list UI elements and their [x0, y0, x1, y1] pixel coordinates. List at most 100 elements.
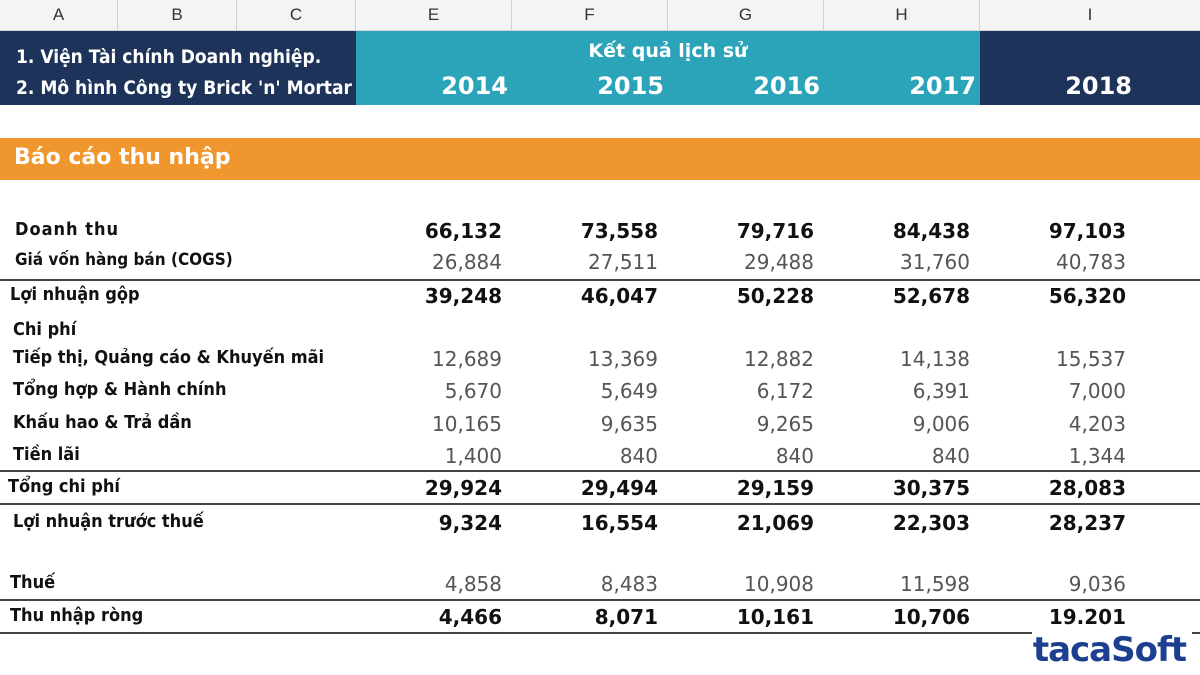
row-revenue: Doanh thu 66,132 73,558 79,716 84,438 97…: [0, 214, 1200, 246]
cell-value[interactable]: 19.201: [1048, 605, 1126, 629]
row-admin: Tổng hợp & Hành chính 5,670 5,649 6,172 …: [0, 374, 1200, 406]
row-label: Thu nhập ròng: [10, 605, 144, 626]
row-label: Tổng chi phí: [8, 476, 120, 497]
banner-2018: [980, 31, 1200, 105]
row-divider: [0, 632, 1200, 634]
row-label: Tiền lãi: [13, 444, 80, 465]
cell-value[interactable]: 30,375: [892, 476, 970, 500]
cell-value[interactable]: 79,716: [736, 219, 814, 243]
cell-value[interactable]: 9,036: [1068, 572, 1126, 596]
row-label: Lợi nhuận trước thuế: [13, 511, 204, 532]
cell-value[interactable]: 4,203: [1068, 412, 1126, 436]
row-divider: [0, 503, 1200, 505]
cell-value[interactable]: 5,649: [600, 379, 658, 403]
cell-value[interactable]: 6,172: [756, 379, 814, 403]
cell-value[interactable]: 40,783: [1056, 250, 1126, 274]
cell-value[interactable]: 4,466: [438, 605, 502, 629]
column-header-i[interactable]: I: [1087, 5, 1093, 24]
cell-value[interactable]: 29,488: [744, 250, 814, 274]
column-header-b[interactable]: B: [118, 0, 237, 30]
row-label: Tổng hợp & Hành chính: [13, 379, 227, 400]
cell-value[interactable]: 840: [931, 444, 970, 468]
row-depreciation: Khấu hao & Trả dần 10,165 9,635 9,265 9,…: [0, 407, 1200, 439]
cell-value[interactable]: 29,494: [580, 476, 658, 500]
cell-value[interactable]: 84,438: [892, 219, 970, 243]
row-cogs: Giá vốn hàng bán (COGS) 26,884 27,511 29…: [0, 245, 1200, 277]
section-title-bar: Báo cáo thu nhập: [0, 138, 1200, 180]
year-2014: 2014: [441, 72, 508, 100]
row-total-expenses: Tổng chi phí 29,924 29,494 29,159 30,375…: [0, 471, 1200, 503]
cell-value[interactable]: 5,670: [444, 379, 502, 403]
cell-value[interactable]: 27,511: [588, 250, 658, 274]
cell-value[interactable]: 29,924: [424, 476, 502, 500]
cell-value[interactable]: 13,369: [588, 347, 658, 371]
cell-value[interactable]: 16,554: [580, 511, 658, 535]
year-2016: 2016: [753, 72, 820, 100]
cell-value[interactable]: 8,071: [594, 605, 658, 629]
column-header-h[interactable]: H: [824, 0, 980, 30]
cell-value[interactable]: 11,598: [900, 572, 970, 596]
year-2018: 2018: [1065, 72, 1132, 100]
cell-value[interactable]: 26,884: [432, 250, 502, 274]
row-tax: Thuế 4,858 8,483 10,908 11,598 9,036: [0, 567, 1200, 599]
column-header-f[interactable]: F: [512, 0, 668, 30]
cell-value[interactable]: 10,161: [736, 605, 814, 629]
row-expenses-header: Chi phí: [0, 314, 1200, 346]
cell-value[interactable]: 39,248: [424, 284, 502, 308]
column-header-g[interactable]: G: [668, 0, 824, 30]
cell-value[interactable]: 840: [619, 444, 658, 468]
column-header-bar: A B C E F G H I: [0, 0, 1200, 31]
cell-value[interactable]: 21,069: [736, 511, 814, 535]
column-header-c[interactable]: C: [237, 0, 356, 30]
year-2015: 2015: [597, 72, 664, 100]
cell-value[interactable]: 8,483: [600, 572, 658, 596]
cell-value[interactable]: 97,103: [1048, 219, 1126, 243]
cell-value[interactable]: 66,132: [424, 219, 502, 243]
logo-text: tacaSoft: [1032, 630, 1187, 670]
cell-value[interactable]: 6,391: [912, 379, 970, 403]
historical-results-label: Kết quả lịch sử: [588, 40, 748, 62]
cell-value[interactable]: 4,858: [444, 572, 502, 596]
row-net-income: Thu nhập ròng 4,466 8,071 10,161 10,706 …: [0, 600, 1200, 632]
cell-value[interactable]: 9,324: [438, 511, 502, 535]
cell-value[interactable]: 50,228: [736, 284, 814, 308]
cell-value[interactable]: 15,537: [1056, 347, 1126, 371]
row-label: Giá vốn hàng bán (COGS): [15, 250, 233, 270]
cell-value[interactable]: 9,265: [756, 412, 814, 436]
cell-value[interactable]: 9,006: [912, 412, 970, 436]
cell-value[interactable]: 28,083: [1048, 476, 1126, 500]
banner-historical: [356, 31, 980, 105]
cell-value[interactable]: 1,344: [1068, 444, 1126, 468]
section-title: Báo cáo thu nhập: [14, 145, 231, 170]
cell-value[interactable]: 31,760: [900, 250, 970, 274]
row-label: Thuế: [10, 572, 56, 593]
cell-value[interactable]: 12,882: [744, 347, 814, 371]
cell-value[interactable]: 7,000: [1068, 379, 1126, 403]
cell-value[interactable]: 73,558: [580, 219, 658, 243]
note-line-1: 1. Viện Tài chính Doanh nghiệp.: [16, 46, 322, 68]
row-interest: Tiền lãi 1,400 840 840 840 1,344: [0, 439, 1200, 471]
cell-value[interactable]: 56,320: [1048, 284, 1126, 308]
column-header-e[interactable]: E: [356, 0, 512, 30]
cell-value[interactable]: 1,400: [444, 444, 502, 468]
cell-value[interactable]: 52,678: [892, 284, 970, 308]
cell-value[interactable]: 12,689: [432, 347, 502, 371]
row-label: Khấu hao & Trả dần: [13, 412, 192, 433]
cell-value[interactable]: 10,908: [744, 572, 814, 596]
tacasoft-logo: tacaSoft: [1032, 630, 1192, 672]
cell-value[interactable]: 22,303: [892, 511, 970, 535]
cell-value[interactable]: 840: [775, 444, 814, 468]
cell-value[interactable]: 29,159: [736, 476, 814, 500]
cell-value[interactable]: 10,706: [892, 605, 970, 629]
cell-value[interactable]: 10,165: [432, 412, 502, 436]
cell-value[interactable]: 9,635: [600, 412, 658, 436]
row-label: Chi phí: [13, 319, 77, 340]
year-2017: 2017: [909, 72, 976, 100]
banner-notes: [0, 31, 356, 105]
row-label: Lợi nhuận gộp: [10, 284, 140, 305]
cell-value[interactable]: 14,138: [900, 347, 970, 371]
cell-value[interactable]: 46,047: [580, 284, 658, 308]
cell-value[interactable]: 28,237: [1048, 511, 1126, 535]
row-divider: [0, 279, 1200, 281]
column-header-a[interactable]: A: [0, 0, 118, 30]
